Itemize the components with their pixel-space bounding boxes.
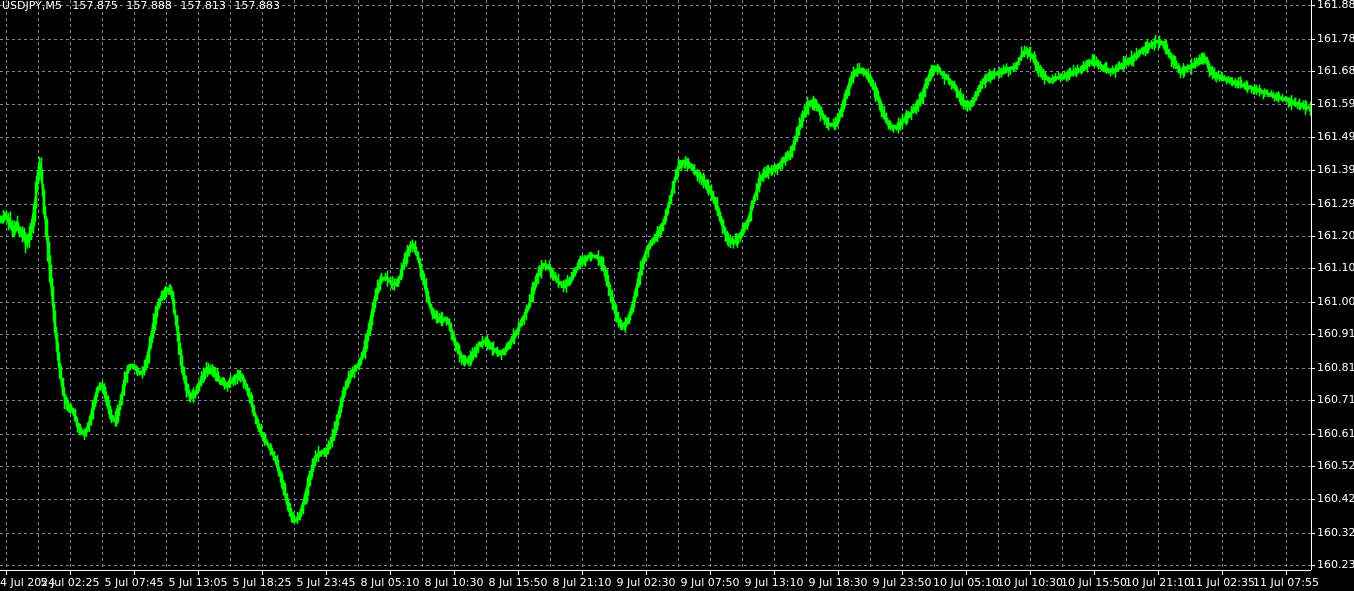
time-axis-label: 8 Jul 15:50 [488, 576, 548, 589]
price-tick [1311, 499, 1315, 500]
price-tick [1311, 334, 1315, 335]
price-axis-label: 161.780 [1317, 32, 1354, 45]
price-tick [1311, 104, 1315, 105]
price-tick [1311, 137, 1315, 138]
price-tick [1311, 466, 1315, 467]
price-tick [1311, 39, 1315, 40]
time-tick [710, 571, 711, 575]
time-tick [1158, 571, 1159, 575]
price-tick [1311, 368, 1315, 369]
time-tick [326, 571, 327, 575]
time-tick [1094, 571, 1095, 575]
price-tick [1311, 302, 1315, 303]
price-axis-label: 161.295 [1317, 197, 1354, 210]
time-axis-label: 4 Jul 2024 [0, 576, 56, 589]
price-tick [1311, 5, 1315, 6]
price-tick [1311, 268, 1315, 269]
time-tick [134, 571, 135, 575]
time-axis[interactable]: 4 Jul 2024 5 Jul 02:25 5 Jul 07:45 5 Jul 13… [0, 570, 1354, 591]
time-tick [70, 571, 71, 575]
time-tick [1222, 571, 1223, 575]
price-axis-label: 161.105 [1317, 261, 1354, 274]
price-axis-label: 161.880 [1317, 0, 1354, 11]
time-tick [1030, 571, 1031, 575]
price-axis-label: 160.810 [1317, 361, 1354, 374]
time-axis-label: 10 Jul 05:10 [933, 576, 999, 589]
time-axis-label: 8 Jul 10:30 [424, 576, 484, 589]
time-tick [774, 571, 775, 575]
time-axis-label: 11 Jul 07:55 [1253, 576, 1319, 589]
time-tick [6, 571, 7, 575]
price-axis-line [1311, 0, 1312, 570]
time-tick [582, 571, 583, 575]
time-tick [838, 571, 839, 575]
time-tick [646, 571, 647, 575]
price-axis-label: 161.590 [1317, 97, 1354, 110]
ohlc-close: 157.883 [234, 0, 280, 12]
price-axis-label: 161.200 [1317, 229, 1354, 242]
time-axis-label: 5 Jul 07:45 [104, 576, 164, 589]
time-axis-label: 10 Jul 15:50 [1061, 576, 1127, 589]
time-axis-label: 9 Jul 13:10 [744, 576, 804, 589]
price-tick [1311, 565, 1315, 566]
price-axis-label: 160.425 [1317, 492, 1354, 505]
time-axis-label: 9 Jul 02:30 [616, 576, 676, 589]
price-axis-label: 160.615 [1317, 427, 1354, 440]
time-axis-label: 5 Jul 18:25 [232, 576, 292, 589]
time-axis-label: 10 Jul 10:30 [997, 576, 1063, 589]
price-axis-label: 160.910 [1317, 327, 1354, 340]
price-tick [1311, 434, 1315, 435]
price-tick [1311, 400, 1315, 401]
time-axis-label: 8 Jul 05:10 [360, 576, 420, 589]
symbol-ohlc-header: USDJPY,M5 157.875 157.888 157.813 157.88… [2, 0, 285, 12]
time-axis-label: 5 Jul 13:05 [168, 576, 228, 589]
time-axis-label: 8 Jul 21:10 [552, 576, 612, 589]
price-axis[interactable]: 161.880 161.780 161.685 161.590 161.490 161.3… [1311, 0, 1354, 591]
time-axis-label: 11 Jul 02:35 [1189, 576, 1255, 589]
time-tick [198, 571, 199, 575]
price-bar-series [0, 34, 1311, 525]
price-tick [1311, 236, 1315, 237]
price-tick [1311, 533, 1315, 534]
time-axis-label: 9 Jul 18:30 [808, 576, 868, 589]
time-tick [262, 571, 263, 575]
price-axis-label: 160.520 [1317, 459, 1354, 472]
price-axis-label: 161.685 [1317, 64, 1354, 77]
time-axis-label: 9 Jul 23:50 [872, 576, 932, 589]
price-tick [1311, 170, 1315, 171]
time-tick [1286, 571, 1287, 575]
time-axis-label: 5 Jul 02:25 [40, 576, 100, 589]
price-axis-label: 161.490 [1317, 130, 1354, 143]
close-price-line [0, 41, 1311, 521]
ohlc-high: 157.888 [126, 0, 172, 12]
chart-plot-area[interactable] [0, 0, 1311, 570]
time-tick [390, 571, 391, 575]
time-axis-label: 9 Jul 07:50 [680, 576, 740, 589]
price-axis-label: 160.230 [1317, 558, 1354, 571]
time-tick [902, 571, 903, 575]
price-axis-label: 160.325 [1317, 526, 1354, 539]
time-tick [518, 571, 519, 575]
time-axis-label: 5 Jul 23:45 [296, 576, 356, 589]
time-tick [966, 571, 967, 575]
ohlc-open: 157.875 [72, 0, 118, 12]
ohlc-low: 157.813 [180, 0, 226, 12]
price-axis-label: 161.005 [1317, 295, 1354, 308]
time-axis-line [0, 570, 1311, 571]
time-axis-label: 10 Jul 21:10 [1125, 576, 1191, 589]
price-axis-label: 161.395 [1317, 163, 1354, 176]
price-axis-label: 160.715 [1317, 393, 1354, 406]
symbol-name: USDJPY,M5 [2, 0, 62, 12]
time-tick [454, 571, 455, 575]
price-tick [1311, 71, 1315, 72]
price-tick [1311, 204, 1315, 205]
